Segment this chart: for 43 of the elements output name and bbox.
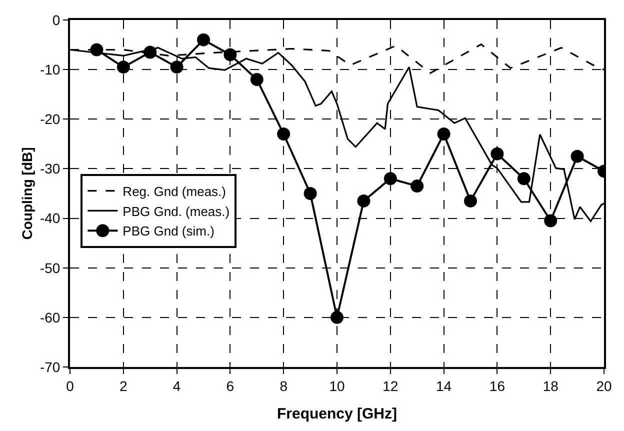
y-axis-title: Coupling [dB] (19, 147, 36, 240)
legend-label: Reg. Gnd (meas.) (122, 184, 226, 199)
point (544, 214, 558, 228)
point (170, 60, 184, 74)
y-tick-label: -60 (40, 309, 60, 326)
legend-label: PBG Gnd. (meas.) (122, 204, 230, 219)
point (197, 33, 210, 46)
point (277, 128, 290, 141)
y-tick-label: -50 (40, 260, 60, 276)
x-tick-label: 0 (66, 378, 74, 394)
y-tick-label: -20 (40, 111, 60, 128)
x-axis-title: Frequency [GHz] (276, 405, 398, 422)
x-tick-label: 10 (329, 378, 345, 394)
point (464, 194, 477, 208)
x-tick-label: 20 (596, 378, 612, 394)
point (410, 180, 424, 193)
point (357, 194, 370, 208)
y-tick-label: 0 (52, 12, 60, 28)
point (384, 172, 397, 186)
point (224, 48, 237, 62)
x-tick-label: 8 (280, 378, 288, 394)
point (437, 128, 450, 141)
point (304, 187, 317, 200)
y-tick-label: -40 (40, 210, 60, 226)
point (144, 46, 157, 59)
legend-label: PBG Gnd (sim.) (122, 224, 214, 239)
x-tick-label: 16 (489, 378, 506, 394)
point (330, 310, 344, 324)
x-tick-label: 2 (120, 378, 128, 394)
x-tick-label: 12 (382, 378, 398, 394)
point (116, 60, 130, 74)
x-tick-label: 6 (226, 378, 234, 394)
point (90, 43, 104, 56)
x-tick-label: 14 (436, 378, 452, 394)
x-tick-label: 4 (172, 378, 181, 394)
point (250, 72, 264, 86)
x-tick-label: 18 (542, 378, 559, 394)
point (490, 147, 504, 160)
y-tick-label: -70 (40, 358, 60, 375)
point (570, 150, 584, 163)
y-tick-label: -30 (40, 160, 60, 177)
y-tick-label: -10 (40, 61, 60, 78)
point (517, 172, 530, 186)
